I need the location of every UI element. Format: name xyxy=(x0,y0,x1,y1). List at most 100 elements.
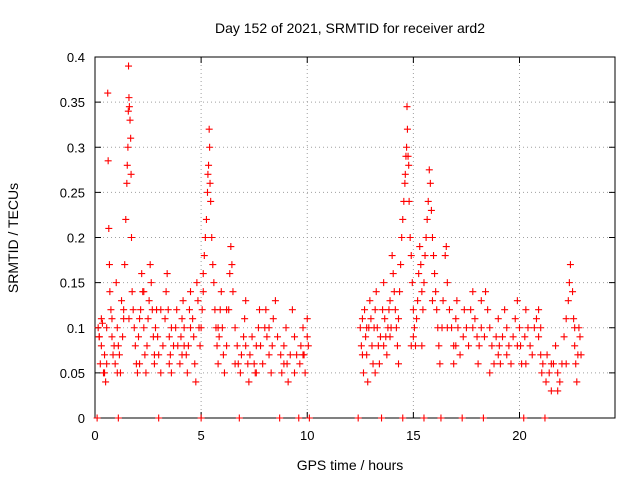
data-point xyxy=(572,360,580,368)
data-point xyxy=(406,234,414,241)
data-point xyxy=(227,243,235,251)
data-point xyxy=(291,369,299,377)
data-point xyxy=(177,333,185,341)
data-point xyxy=(101,369,109,377)
data-point xyxy=(254,324,262,332)
data-point xyxy=(280,342,288,350)
data-point xyxy=(358,315,366,323)
data-point xyxy=(371,369,379,377)
data-point xyxy=(362,333,370,341)
data-point xyxy=(297,342,305,350)
data-point xyxy=(185,306,193,314)
data-point xyxy=(233,342,241,350)
data-point xyxy=(415,270,423,278)
data-point xyxy=(509,333,517,341)
data-point xyxy=(479,414,487,422)
data-point xyxy=(102,378,110,386)
x-tick-label: 20 xyxy=(512,428,526,443)
data-point xyxy=(303,333,311,341)
data-point xyxy=(416,243,424,251)
data-point xyxy=(403,103,411,111)
data-point xyxy=(120,306,128,314)
data-point xyxy=(187,288,195,296)
data-point xyxy=(423,215,431,223)
data-point xyxy=(244,360,252,368)
data-point xyxy=(492,333,500,341)
data-point xyxy=(364,378,372,386)
data-point xyxy=(106,288,114,296)
data-point xyxy=(114,414,122,422)
data-point xyxy=(140,324,148,332)
data-point xyxy=(98,319,106,327)
data-point xyxy=(265,324,273,332)
data-point xyxy=(395,360,403,368)
data-point xyxy=(532,315,540,323)
data-point xyxy=(305,414,313,422)
data-point xyxy=(208,234,216,241)
data-point xyxy=(445,306,453,314)
data-point xyxy=(268,342,276,350)
data-point xyxy=(113,324,121,332)
data-point xyxy=(379,306,387,314)
data-point xyxy=(174,342,182,350)
data-point xyxy=(477,297,485,305)
y-tick-label: 0.1 xyxy=(67,321,85,336)
data-point xyxy=(105,261,113,269)
data-point xyxy=(129,306,137,314)
data-point xyxy=(150,360,158,368)
data-point xyxy=(165,333,173,341)
data-point xyxy=(366,297,374,305)
y-tick-label: 0.4 xyxy=(67,50,85,65)
data-point xyxy=(265,351,273,359)
data-point xyxy=(367,315,375,323)
data-point xyxy=(197,324,205,332)
data-point xyxy=(437,414,445,422)
data-point xyxy=(513,297,521,305)
data-point xyxy=(371,306,379,314)
y-tick-label: 0.25 xyxy=(60,185,85,200)
data-point xyxy=(401,179,409,187)
data-point xyxy=(545,369,553,377)
data-point xyxy=(162,288,170,296)
x-tick-label: 0 xyxy=(91,428,98,443)
data-point xyxy=(241,315,249,323)
data-point xyxy=(539,360,547,368)
data-point xyxy=(128,234,136,241)
data-point xyxy=(147,279,155,287)
data-point xyxy=(576,333,584,341)
data-point xyxy=(202,215,210,223)
data-point xyxy=(296,360,304,368)
data-point xyxy=(408,279,416,287)
data-point xyxy=(358,351,366,359)
data-point xyxy=(123,179,131,187)
data-point xyxy=(473,333,481,341)
data-point xyxy=(130,324,138,332)
data-point xyxy=(562,360,570,368)
data-point xyxy=(295,414,303,422)
data-point xyxy=(199,270,207,278)
data-point xyxy=(513,342,521,350)
data-point xyxy=(299,324,307,332)
y-axis-label: SRMTID / TECUs xyxy=(5,183,21,293)
data-point xyxy=(375,360,383,368)
y-tick-label: 0.3 xyxy=(67,140,85,155)
data-point xyxy=(361,306,369,314)
data-point xyxy=(103,324,111,332)
data-point xyxy=(398,234,406,241)
data-point xyxy=(417,261,425,269)
data-point xyxy=(477,324,485,332)
data-point xyxy=(179,297,187,305)
data-point xyxy=(118,297,126,305)
data-point xyxy=(125,94,133,102)
data-point xyxy=(245,378,253,386)
data-point xyxy=(392,324,400,332)
data-point xyxy=(386,333,394,341)
data-point xyxy=(214,324,222,332)
data-point xyxy=(554,369,562,377)
data-point xyxy=(378,414,386,422)
data-point xyxy=(393,342,401,350)
data-point xyxy=(363,324,371,332)
data-point xyxy=(573,378,581,386)
data-point xyxy=(515,324,523,332)
data-point xyxy=(114,342,122,350)
